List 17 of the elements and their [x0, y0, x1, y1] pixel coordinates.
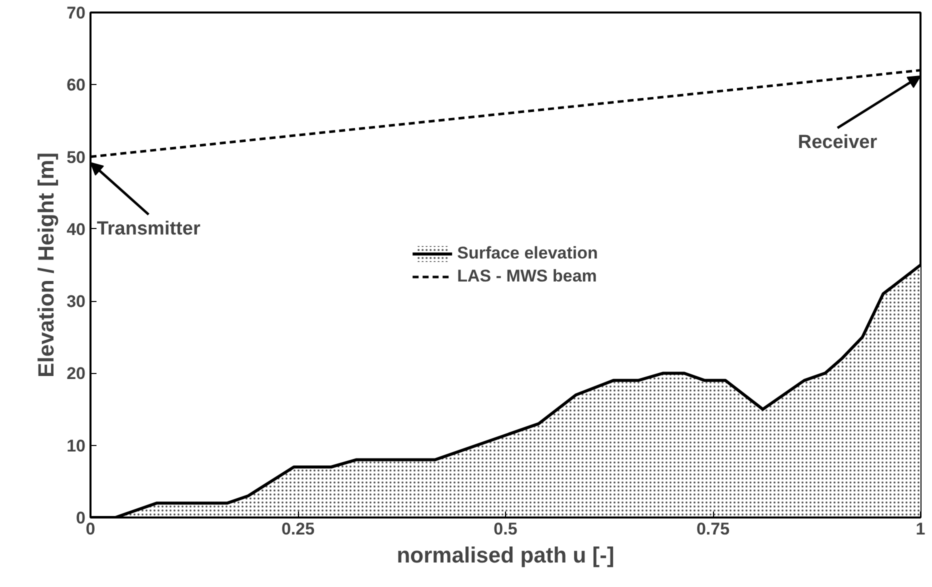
- y-tick-label: 60: [66, 76, 86, 95]
- y-tick-label: 20: [66, 364, 86, 384]
- x-tick-label: 0.25: [281, 520, 315, 538]
- annotation: Receiver: [798, 132, 878, 153]
- y-axis-title: Elevation / Height [m]: [34, 152, 59, 378]
- x-axis-title: normalised path u [-]: [396, 542, 614, 568]
- legend-label: Surface elevation: [457, 243, 598, 263]
- y-tick-label: 10: [66, 436, 86, 456]
- legend-label: LAS - MWS beam: [457, 266, 597, 286]
- x-tick-label: 0.75: [696, 520, 730, 538]
- x-tick-label: 1: [916, 520, 926, 538]
- y-tick-label: 40: [66, 220, 86, 239]
- annotation: Transmitter: [96, 218, 201, 240]
- y-tick-label: 50: [66, 148, 86, 167]
- y-tick-label: 30: [66, 292, 86, 312]
- y-tick-label: 70: [66, 4, 86, 22]
- x-tick-label: 0.5: [494, 520, 518, 538]
